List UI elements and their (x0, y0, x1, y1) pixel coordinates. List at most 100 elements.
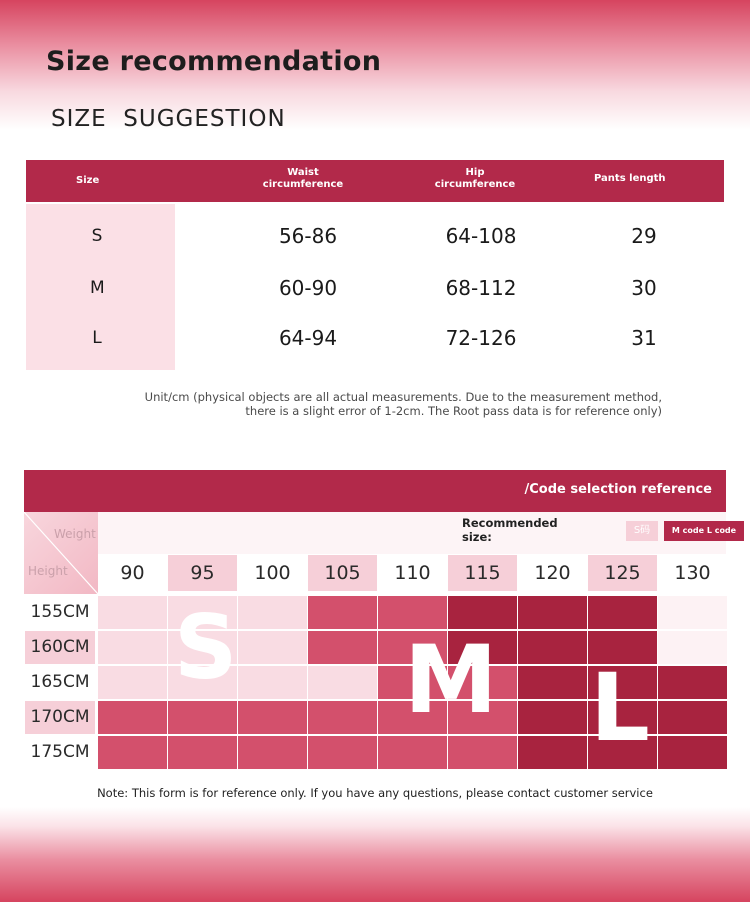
grid-cell-s (168, 666, 237, 699)
grid-cell-m (98, 736, 167, 769)
height-row-header: 170CM (25, 701, 95, 734)
table-row: S 56-86 64-108 29 (26, 216, 724, 256)
size-table-body: S 56-86 64-108 29 M 60-90 68-112 30 L 64… (26, 202, 724, 372)
cell-waist: 56-86 (278, 224, 338, 248)
legend-s-swatch: S码 (626, 521, 658, 541)
legend-ml-swatch: M code L code (664, 521, 744, 541)
cell-waist: 64-94 (278, 326, 338, 350)
grid-cell-l (658, 736, 727, 769)
footer-note: Note: This form is for reference only. I… (97, 786, 653, 800)
size-table-header: Size Waist circumference Hip circumferen… (26, 160, 724, 202)
cell-waist: 60-90 (278, 276, 338, 300)
grid-cell-s (238, 596, 307, 629)
top-gradient-band (0, 0, 750, 130)
grid-cell-m (378, 631, 447, 664)
weight-column-header: 110 (378, 555, 447, 591)
big-letter-m: M (404, 626, 498, 735)
grid-cell-m (98, 701, 167, 734)
weight-column-header: 90 (98, 555, 167, 591)
grid-cell-empty (658, 596, 727, 629)
grid-cell-s (98, 596, 167, 629)
cell-size: L (92, 328, 102, 348)
code-selection-panel: /Code selection reference Weight Height … (24, 470, 744, 772)
grid-cell-m (378, 701, 447, 734)
grid-cell-m (168, 701, 237, 734)
grid-cell-m (238, 701, 307, 734)
grid-cell-m (308, 631, 377, 664)
grid-cell-s (168, 596, 237, 629)
page-subtitle: SIZE SUGGESTION (51, 106, 286, 132)
grid-cell-s (168, 631, 237, 664)
grid-cell-s (98, 666, 167, 699)
grid-cell-l (448, 596, 517, 629)
code-panel-title: /Code selection reference (524, 482, 713, 497)
weight-column-header: 95 (168, 555, 237, 591)
table-row: M 60-90 68-112 30 (26, 268, 724, 308)
grid-corner: Weight Height (24, 512, 98, 594)
grid-cell-l (658, 701, 727, 734)
grid-cell-l (518, 666, 587, 699)
grid-cell-s (238, 631, 307, 664)
weight-column-header: 100 (238, 555, 307, 591)
cell-hip: 68-112 (445, 276, 517, 300)
grid-cell-l (518, 736, 587, 769)
grid-cell-l (588, 596, 657, 629)
weight-column-header: 130 (658, 555, 727, 591)
column-header-pants-length: Pants length (594, 173, 666, 184)
grid-cell-l (448, 631, 517, 664)
size-grid: Weight Height Recommended size: S码 M cod… (24, 512, 744, 772)
grid-cell-l (588, 631, 657, 664)
grid-cell-m (308, 596, 377, 629)
weight-axis-label: Weight (54, 527, 96, 541)
grid-cell-l (588, 701, 657, 734)
grid-cell-m (308, 701, 377, 734)
grid-cell-s (238, 666, 307, 699)
diagonal-divider-icon (24, 512, 98, 594)
height-row-header: 155CM (25, 596, 95, 629)
grid-cell-m (448, 666, 517, 699)
grid-cell-l (658, 666, 727, 699)
big-letter-s: S (174, 596, 238, 699)
grid-cell-m (378, 736, 447, 769)
cell-pants-length: 29 (631, 224, 657, 248)
grid-cell-empty (658, 631, 727, 664)
recommended-size-label: Recommended size: (462, 516, 558, 544)
size-table: Size Waist circumference Hip circumferen… (26, 160, 724, 372)
weight-column-header: 105 (308, 555, 377, 591)
height-row-header: 175CM (25, 736, 95, 769)
column-header-waist: Waist circumference (262, 167, 344, 190)
cell-size: S (91, 226, 103, 246)
size-column-background (26, 204, 175, 370)
height-axis-label: Height (28, 564, 68, 578)
cell-hip: 64-108 (445, 224, 517, 248)
big-letter-l: L (590, 654, 650, 763)
grid-cell-m (378, 666, 447, 699)
grid-cell-s (98, 631, 167, 664)
grid-cell-s (308, 666, 377, 699)
grid-cell-m (378, 596, 447, 629)
grid-cell-m (448, 736, 517, 769)
weight-column-header: 125 (588, 555, 657, 591)
height-row-header: 165CM (25, 666, 95, 699)
table-row: L 64-94 72-126 31 (26, 318, 724, 358)
cell-size: M (90, 278, 105, 298)
grid-cell-l (518, 631, 587, 664)
grid-cell-l (588, 736, 657, 769)
grid-cell-m (308, 736, 377, 769)
page-title: Size recommendation (46, 46, 382, 77)
grid-cell-l (518, 701, 587, 734)
column-header-hip: Hip circumference (434, 167, 516, 190)
grid-cell-m (238, 736, 307, 769)
grid-cell-m (448, 701, 517, 734)
weight-column-header: 120 (518, 555, 587, 591)
cell-hip: 72-126 (445, 326, 517, 350)
cell-pants-length: 31 (631, 326, 657, 350)
grid-cell-m (168, 736, 237, 769)
height-row-header: 160CM (25, 631, 95, 664)
weight-column-header: 115 (448, 555, 517, 591)
unit-note: Unit/cm (physical objects are all actual… (144, 390, 662, 418)
bottom-gradient-band (0, 807, 750, 902)
grid-cell-l (518, 596, 587, 629)
code-panel-header: /Code selection reference (24, 470, 726, 512)
